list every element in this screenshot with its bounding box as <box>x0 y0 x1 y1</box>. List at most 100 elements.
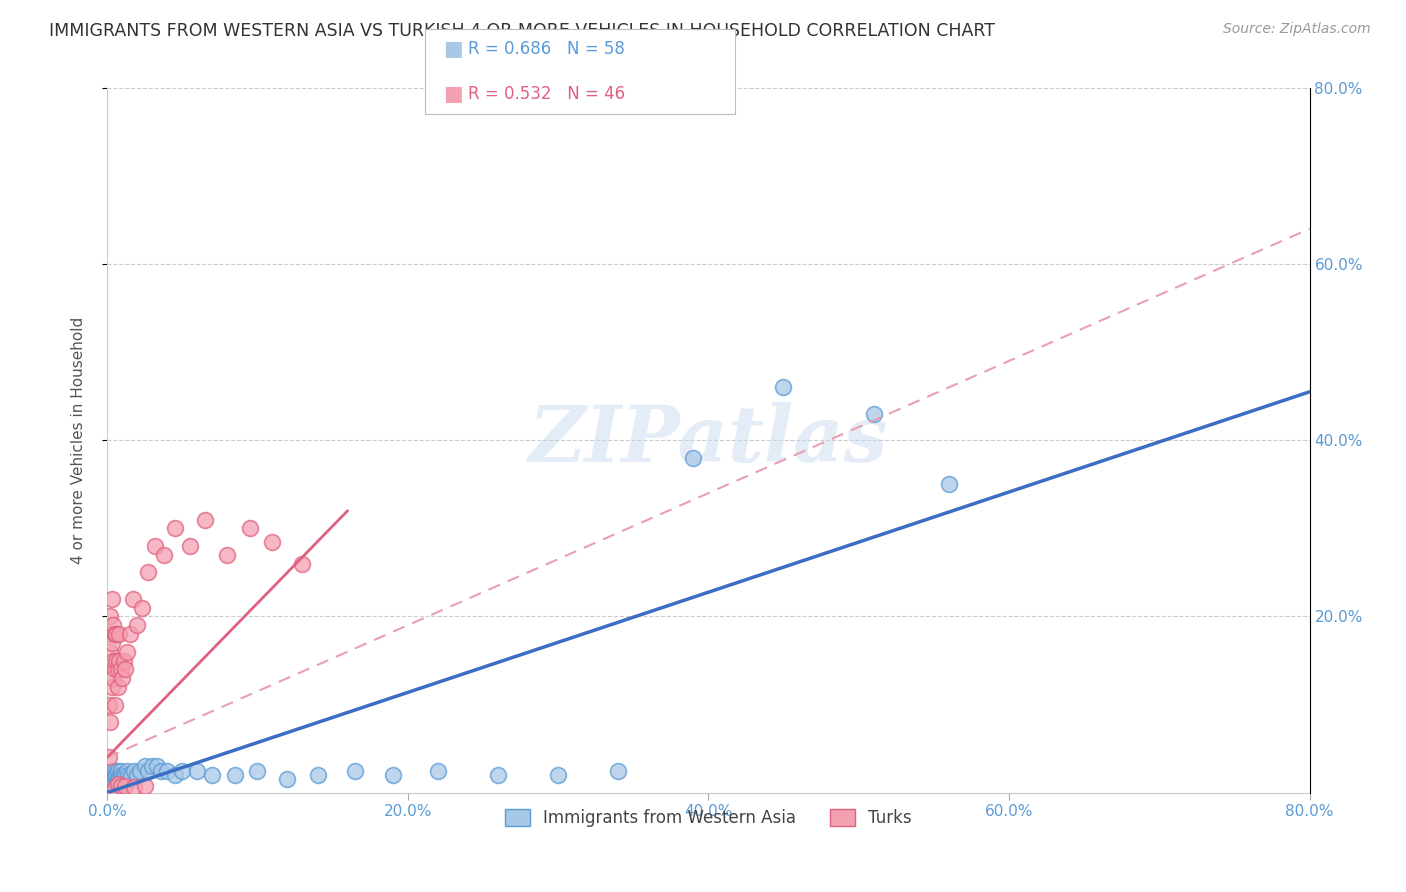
Point <box>112 653 135 667</box>
Point <box>107 764 129 778</box>
Point <box>101 772 124 787</box>
Point <box>127 768 149 782</box>
Point <box>163 521 186 535</box>
Point <box>143 539 166 553</box>
Point <box>101 671 124 685</box>
Point <box>100 636 122 650</box>
Point <box>101 653 124 667</box>
Point <box>103 768 125 782</box>
Point <box>145 759 167 773</box>
Point <box>276 772 298 787</box>
Point <box>607 764 630 778</box>
Point <box>100 768 122 782</box>
Point <box>98 715 121 730</box>
Y-axis label: 4 or more Vehicles in Household: 4 or more Vehicles in Household <box>72 317 86 564</box>
Point <box>105 768 128 782</box>
Point <box>111 768 134 782</box>
Point <box>108 768 131 782</box>
Text: Source: ZipAtlas.com: Source: ZipAtlas.com <box>1223 22 1371 37</box>
Text: R = 0.686   N = 58: R = 0.686 N = 58 <box>468 40 626 58</box>
Point <box>103 627 125 641</box>
Point <box>110 764 132 778</box>
Point <box>682 450 704 465</box>
Point <box>110 768 132 782</box>
Point <box>291 557 314 571</box>
Point <box>108 627 131 641</box>
Point <box>246 764 269 778</box>
Point <box>153 548 176 562</box>
Point <box>186 764 208 778</box>
Point <box>100 680 122 694</box>
Point <box>120 768 142 782</box>
Point <box>122 780 145 795</box>
Legend: Immigrants from Western Asia, Turks: Immigrants from Western Asia, Turks <box>498 802 918 834</box>
Point <box>108 772 131 787</box>
Point <box>103 662 125 676</box>
Point <box>100 591 122 606</box>
Point <box>381 768 404 782</box>
Point <box>141 759 163 773</box>
Point <box>131 600 153 615</box>
Point <box>111 671 134 685</box>
Point <box>101 772 124 787</box>
Point <box>98 645 121 659</box>
Point <box>121 591 143 606</box>
Point <box>194 512 217 526</box>
Point <box>114 662 136 676</box>
Text: ■: ■ <box>443 84 463 103</box>
Point <box>98 772 121 787</box>
Point <box>862 407 884 421</box>
Point <box>112 768 135 782</box>
Point <box>344 764 367 778</box>
Text: ZIPatlas: ZIPatlas <box>529 402 889 478</box>
Point <box>103 764 125 778</box>
Point <box>156 764 179 778</box>
Point <box>108 653 131 667</box>
Point <box>129 764 152 778</box>
Point <box>239 521 262 535</box>
Point <box>97 750 120 764</box>
Point <box>107 662 129 676</box>
Point <box>110 779 132 793</box>
Point <box>118 772 141 787</box>
Point <box>136 764 159 778</box>
Point <box>114 768 136 782</box>
Point <box>201 768 224 782</box>
Point <box>115 764 138 778</box>
Point <box>111 772 134 787</box>
Point <box>98 609 121 624</box>
Point <box>134 779 156 793</box>
Point <box>107 772 129 787</box>
Point <box>134 759 156 773</box>
Point <box>105 627 128 641</box>
Point <box>103 772 125 787</box>
Point <box>224 768 246 782</box>
Point <box>122 764 145 778</box>
Point <box>101 618 124 632</box>
Point <box>110 662 132 676</box>
Point <box>118 627 141 641</box>
Point <box>426 764 449 778</box>
Point <box>100 777 122 791</box>
Point <box>172 764 194 778</box>
Point <box>114 780 136 794</box>
Text: IMMIGRANTS FROM WESTERN ASIA VS TURKISH 4 OR MORE VEHICLES IN HOUSEHOLD CORRELAT: IMMIGRANTS FROM WESTERN ASIA VS TURKISH … <box>49 22 995 40</box>
Point <box>486 768 509 782</box>
Point <box>136 566 159 580</box>
Point <box>105 772 128 787</box>
Point <box>105 653 128 667</box>
Point <box>217 548 239 562</box>
Point <box>307 768 329 782</box>
Point <box>262 534 284 549</box>
Text: ■: ■ <box>443 39 463 59</box>
Point <box>115 645 138 659</box>
Point <box>100 764 122 778</box>
Point <box>97 627 120 641</box>
Point <box>772 380 794 394</box>
Point <box>101 768 124 782</box>
Point <box>97 768 120 782</box>
Point <box>179 539 201 553</box>
Point <box>163 768 186 782</box>
Point <box>127 618 149 632</box>
Point <box>547 768 569 782</box>
